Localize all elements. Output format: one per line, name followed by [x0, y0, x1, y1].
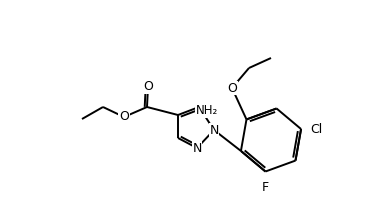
Text: N: N	[209, 124, 219, 136]
Text: O: O	[143, 81, 153, 94]
Text: F: F	[262, 180, 269, 194]
Text: O: O	[227, 81, 237, 95]
Text: O: O	[119, 111, 129, 124]
Text: Cl: Cl	[310, 123, 322, 136]
Text: N: N	[192, 141, 202, 154]
Text: NH₂: NH₂	[196, 104, 218, 117]
